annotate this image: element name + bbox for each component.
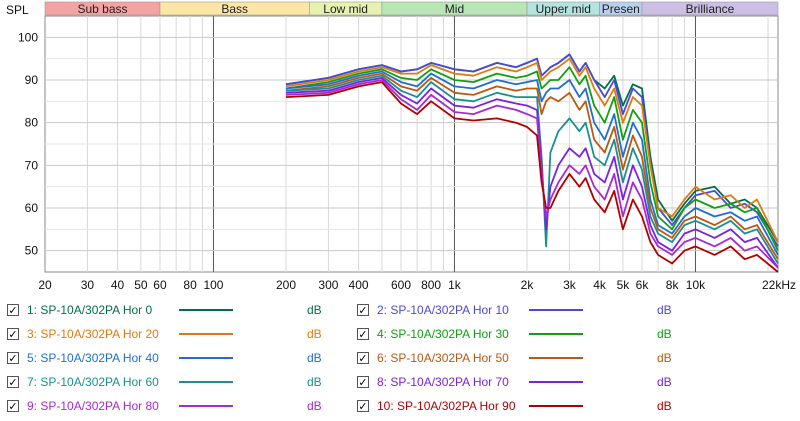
legend-color-swatch (529, 381, 583, 383)
y-axis-label: SPL (6, 3, 29, 17)
series-line-8 (285, 77, 779, 269)
x-tick-label: 50 (134, 278, 148, 292)
x-tick-label: 8k (666, 278, 680, 292)
series-line-10 (285, 81, 779, 273)
legend-unit: dB (307, 327, 322, 341)
series-line-9 (285, 79, 779, 269)
legend-item: 8: SP-10A/302PA Hor 70 dB (357, 372, 672, 392)
x-tick-label: 100 (203, 278, 223, 292)
legend-color-swatch (529, 357, 583, 359)
legend-item: 5: SP-10A/302PA Hor 40 dB (7, 348, 322, 368)
legend-item: 1: SP-10A/302PA Hor 0 dB (7, 300, 322, 320)
legend-item: 4: SP-10A/302PA Hor 30 dB (357, 324, 672, 344)
series-visibility-checkbox[interactable] (7, 400, 19, 412)
legend-color-swatch (179, 381, 233, 383)
y-tick-label: 70 (25, 158, 39, 172)
legend-color-swatch (529, 405, 583, 407)
x-tick-label: 30 (81, 278, 95, 292)
series-line-7 (285, 74, 779, 264)
legend-item: 6: SP-10A/302PA Hor 50 dB (357, 348, 672, 368)
legend-color-swatch (179, 309, 233, 311)
band-label: Sub bass (77, 2, 127, 16)
legend-series-name: 9: SP-10A/302PA Hor 80 (27, 399, 159, 413)
frequency-band-strip: Sub bass Bass Low mid Mid Upper mid Presen Bri… (44, 1, 779, 16)
legend-color-swatch (529, 333, 583, 335)
legend-unit: dB (657, 327, 672, 341)
x-tick-label: 800 (421, 278, 441, 292)
legend-series-name: 4: SP-10A/302PA Hor 30 (377, 327, 509, 341)
band-label: Upper mid (536, 2, 591, 16)
series-visibility-checkbox[interactable] (357, 400, 369, 412)
y-tick-label: 90 (25, 73, 39, 87)
x-tick-label: 22kHz (762, 278, 796, 292)
x-axis-tick-labels: 20 30 40 50 60 80 100 200 300 400 600 800 1k 2k 3k 4k 5k… (38, 278, 796, 292)
legend-color-swatch (179, 333, 233, 335)
series-line-5 (285, 70, 779, 256)
series-visibility-checkbox[interactable] (357, 304, 369, 316)
series-line-6 (285, 72, 779, 260)
legend-series-name: 3: SP-10A/302PA Hor 20 (27, 327, 159, 341)
series-visibility-checkbox[interactable] (7, 376, 19, 388)
legend-unit: dB (307, 375, 322, 389)
x-tick-label: 40 (111, 278, 125, 292)
y-tick-label: 100 (18, 30, 38, 44)
x-tick-label: 80 (183, 278, 197, 292)
legend-unit: dB (657, 351, 672, 365)
band-label: Presen (602, 2, 640, 16)
legend-unit: dB (307, 351, 322, 365)
legend-unit: dB (657, 303, 672, 317)
legend-item: 7: SP-10A/302PA Hor 60 dB (7, 372, 322, 392)
series-visibility-checkbox[interactable] (357, 376, 369, 388)
band-label: Low mid (323, 2, 368, 16)
series-line-4 (285, 66, 779, 252)
band-brilliance (641, 1, 779, 16)
legend-color-swatch (179, 405, 233, 407)
series-line-3 (285, 57, 779, 243)
x-tick-label: 3k (563, 278, 577, 292)
frequency-response-plot: Sub bass Bass Low mid Mid Upper mid Presen Bri… (6, 1, 796, 292)
x-tick-label: 300 (318, 278, 338, 292)
x-tick-label: 2k (521, 278, 535, 292)
legend-series-name: 7: SP-10A/302PA Hor 60 (27, 375, 159, 389)
x-tick-label: 60 (153, 278, 167, 292)
legend-item: 10: SP-10A/302PA Hor 90 dB (357, 396, 672, 416)
legend-item: 2: SP-10A/302PA Hor 10 dB (357, 300, 672, 320)
legend-color-swatch (529, 309, 583, 311)
legend-color-swatch (179, 357, 233, 359)
legend-series-name: 6: SP-10A/302PA Hor 50 (377, 351, 509, 365)
legend-series-name: 5: SP-10A/302PA Hor 40 (27, 351, 159, 365)
x-tick-label: 20 (38, 278, 52, 292)
legend-series-name: 1: SP-10A/302PA Hor 0 (27, 303, 153, 317)
x-tick-label: 6k (636, 278, 650, 292)
series-visibility-checkbox[interactable] (357, 352, 369, 364)
series-visibility-checkbox[interactable] (357, 328, 369, 340)
legend-series-name: 2: SP-10A/302PA Hor 10 (377, 303, 509, 317)
band-label: Mid (445, 2, 464, 16)
legend-series-name: 8: SP-10A/302PA Hor 70 (377, 375, 509, 389)
legend-series-name: 10: SP-10A/302PA Hor 90 (377, 399, 516, 413)
y-tick-label: 80 (25, 116, 39, 130)
legend-unit: dB (657, 375, 672, 389)
series-visibility-checkbox[interactable] (7, 352, 19, 364)
x-tick-label: 200 (276, 278, 296, 292)
x-tick-label: 4k (593, 278, 607, 292)
series-lines (285, 53, 779, 273)
legend-unit: dB (307, 399, 322, 413)
series-visibility-checkbox[interactable] (7, 304, 19, 316)
x-tick-label: 600 (391, 278, 411, 292)
x-tick-label: 5k (617, 278, 631, 292)
legend-unit: dB (307, 303, 322, 317)
band-label: Brilliance (686, 2, 735, 16)
y-tick-label: 50 (25, 244, 39, 258)
x-tick-label: 1k (448, 278, 462, 292)
y-tick-label: 60 (25, 201, 39, 215)
legend-item: 3: SP-10A/302PA Hor 20 dB (7, 324, 322, 344)
legend-unit: dB (657, 399, 672, 413)
band-label: Bass (221, 2, 248, 16)
legend-item: 9: SP-10A/302PA Hor 80 dB (7, 396, 322, 416)
y-axis-tick-labels: 50 60 70 80 90 100 (18, 30, 38, 257)
x-tick-label: 400 (349, 278, 369, 292)
x-tick-label: 10k (686, 278, 706, 292)
series-visibility-checkbox[interactable] (7, 328, 19, 340)
